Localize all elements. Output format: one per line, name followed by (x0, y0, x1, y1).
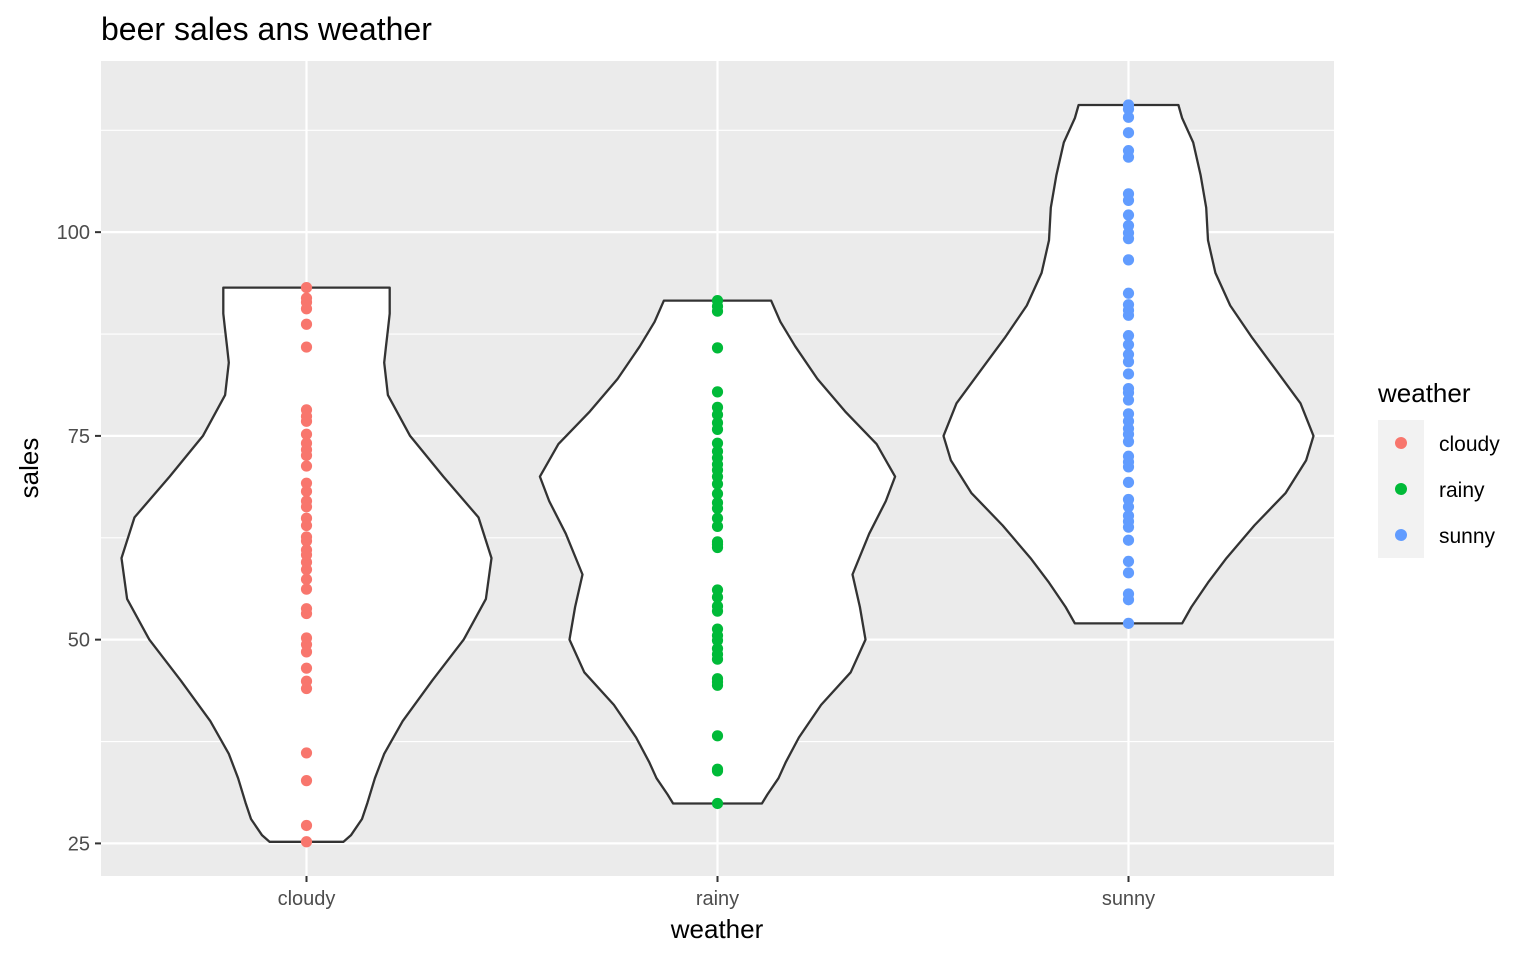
data-point-cloudy (300, 544, 313, 556)
data-point-sunny (1122, 368, 1135, 380)
data-point-rainy (711, 536, 724, 548)
y-axis-ticks: 25 50 75 100 (57, 222, 101, 855)
x-tick-label: sunny (1102, 888, 1155, 910)
data-point-cloudy (300, 531, 313, 543)
x-axis-ticks: cloudy rainy sunny (278, 876, 1155, 910)
data-point-rainy (711, 673, 724, 685)
data-point-sunny (1122, 287, 1135, 299)
data-point-rainy (711, 437, 724, 449)
legend-label-cloudy: cloudy (1439, 433, 1500, 456)
data-point-sunny (1122, 383, 1135, 395)
data-point-rainy (711, 386, 724, 398)
data-point-sunny (1122, 330, 1135, 342)
y-tick-label: 100 (57, 222, 90, 244)
data-point-cloudy (300, 292, 313, 304)
data-point-cloudy (300, 281, 313, 294)
data-point-sunny (1122, 145, 1135, 157)
data-point-cloudy (300, 675, 313, 687)
x-axis-title: weather (670, 914, 764, 944)
data-point-cloudy (300, 583, 313, 595)
data-point-rainy (711, 520, 724, 532)
data-point-cloudy (300, 495, 313, 507)
data-point-cloudy (300, 775, 313, 787)
data-point-sunny (1122, 567, 1135, 579)
data-point-cloudy (300, 747, 313, 759)
y-tick-label: 25 (68, 833, 90, 855)
data-point-rainy (711, 512, 724, 524)
data-point-rainy (711, 488, 724, 500)
data-point-sunny (1122, 588, 1135, 600)
data-point-rainy (711, 417, 724, 429)
legend: weather cloudy rainy sunny (1377, 378, 1500, 558)
data-point-cloudy (300, 460, 313, 472)
data-point-sunny (1122, 339, 1135, 351)
data-point-cloudy (300, 318, 313, 330)
data-point-sunny (1122, 99, 1135, 111)
data-point-cloudy (300, 512, 313, 524)
data-point-cloudy (300, 404, 313, 416)
data-point-sunny (1122, 188, 1135, 200)
data-point-cloudy (300, 437, 313, 449)
data-point-cloudy (300, 341, 313, 353)
data-point-cloudy (300, 836, 313, 848)
data-point-rainy (711, 643, 724, 655)
data-point-cloudy (300, 632, 313, 644)
data-point-rainy (711, 600, 724, 612)
data-point-sunny (1122, 299, 1135, 311)
legend-label-sunny: sunny (1439, 525, 1496, 548)
x-tick-label: rainy (696, 888, 739, 910)
data-point-sunny (1122, 127, 1135, 139)
data-point-sunny (1122, 534, 1135, 546)
data-points (300, 99, 1135, 848)
legend-key-cloudy (1395, 437, 1407, 449)
y-tick-label: 75 (68, 426, 90, 448)
data-point-sunny (1122, 220, 1135, 232)
data-point-sunny (1122, 510, 1135, 522)
data-point-cloudy (300, 485, 313, 497)
legend-title: weather (1377, 378, 1471, 408)
data-point-cloudy (300, 477, 313, 489)
y-tick-label: 50 (68, 630, 90, 652)
data-point-sunny (1122, 493, 1135, 506)
data-point-rainy (711, 401, 724, 413)
legend-label-rainy: rainy (1439, 479, 1485, 502)
x-tick-label: cloudy (278, 888, 336, 910)
legend-key-rainy (1395, 483, 1407, 495)
data-point-cloudy (300, 819, 313, 832)
chart-title: beer sales ans weather (101, 11, 432, 47)
data-point-cloudy (300, 662, 313, 674)
data-point-cloudy (300, 573, 313, 585)
data-point-rainy (711, 797, 724, 810)
data-point-rainy (711, 342, 724, 354)
y-axis-title: sales (14, 438, 44, 499)
data-point-sunny (1122, 209, 1135, 221)
data-point-sunny (1122, 348, 1135, 360)
data-point-sunny (1122, 254, 1135, 266)
data-point-sunny (1122, 476, 1135, 488)
data-point-sunny (1122, 408, 1135, 420)
data-point-sunny (1122, 617, 1135, 629)
data-point-rainy (711, 445, 724, 457)
data-point-rainy (711, 623, 724, 635)
data-point-cloudy (300, 428, 313, 440)
data-point-rainy (711, 584, 724, 596)
data-point-rainy (711, 497, 724, 509)
data-point-rainy (711, 763, 724, 775)
data-point-sunny (1122, 555, 1135, 568)
data-point-cloudy (300, 603, 313, 615)
data-point-rainy (711, 730, 724, 742)
data-point-rainy (711, 295, 724, 307)
data-point-sunny (1122, 450, 1135, 462)
data-point-sunny (1122, 111, 1135, 123)
legend-key-sunny (1395, 529, 1407, 541)
